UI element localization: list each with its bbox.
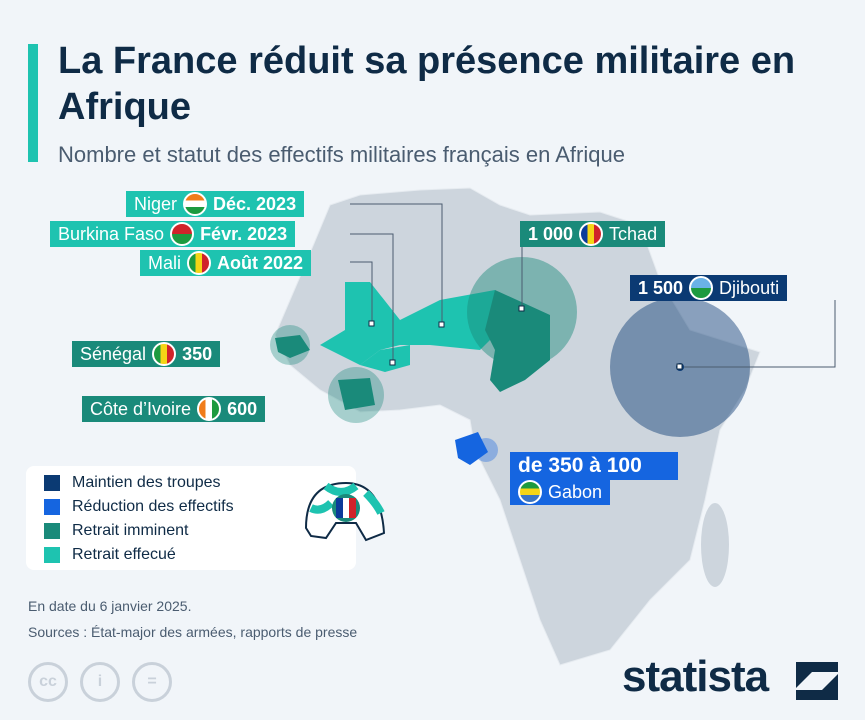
statista-logo-icon [796,662,838,700]
label-burkina-faso: Burkina Faso Févr. 2023 [50,221,296,247]
page-title: La France réduit sa présence militaire e… [58,40,796,128]
cote-divoire-flag-icon [197,397,222,421]
cc-icon[interactable]: cc [28,662,68,702]
gabon-troop-count: de 350 à 100 [510,452,678,480]
legend-swatch [44,499,60,515]
mali-flag-icon [187,251,212,275]
connector-lines [350,203,836,368]
accent-bar [28,44,38,162]
country-name: Côte d’Ivoire [90,398,192,419]
legend-item: Retrait effecué [44,546,176,564]
country-name: Djibouti [719,277,780,298]
country-name: Mali [148,252,182,273]
country-name: Burkina Faso [58,223,165,244]
region-niger [400,290,500,350]
senegal-flag-icon [152,342,177,366]
troop-count: 350 [182,343,213,364]
region-civ [338,378,375,410]
legend-item: Réduction des effectifs [44,498,234,516]
legend-swatch [44,475,60,491]
tchad-flag-icon [579,222,604,246]
no-derivatives-icon[interactable]: = [132,662,172,702]
country-name: Gabon [548,481,603,502]
gabon-flag-icon [518,480,542,504]
label-senegal: Sénégal 350 [72,341,221,367]
africa-landmass [274,187,761,666]
country-name: Niger [134,193,178,214]
label-niger: Niger Déc. 2023 [126,191,305,217]
legend: Maintien des troupes Réduction des effec… [26,466,386,570]
label-cote-divoire: Côte d’Ivoire 600 [82,396,266,422]
label-mali: Mali Août 2022 [140,250,312,276]
withdrawal-date: Févr. 2023 [200,223,288,244]
madagascar [701,503,729,587]
helmet-icon [304,481,386,542]
legend-label: Retrait imminent [72,522,189,539]
region-burkina [360,345,410,372]
statista-logo[interactable]: statista [622,652,769,701]
legend-label: Retrait effecué [72,546,176,563]
djibouti-flag-icon [689,276,714,300]
page-subtitle: Nombre et statut des effectifs militaire… [58,142,625,167]
legend-label: Maintien des troupes [72,474,221,491]
troop-count: 1 000 [528,223,574,244]
region-gabon [455,432,488,465]
withdrawal-date: Déc. 2023 [213,193,297,214]
legend-label: Réduction des effectifs [72,498,234,515]
label-tchad: 1 000 Tchad [520,221,666,247]
label-djibouti: 1 500 Djibouti [630,275,788,301]
legend-item: Retrait imminent [44,522,188,540]
attribution-icon[interactable]: i [80,662,120,702]
region-senegal [275,335,310,358]
country-name: Tchad [609,223,658,244]
withdrawal-date: Août 2022 [217,252,304,273]
region-mali [320,282,400,365]
troop-count: 1 500 [638,277,684,298]
burkina-flag-icon [170,222,195,246]
country-name: Sénégal [80,343,147,364]
date-note: En date du 6 janvier 2025. [28,598,192,614]
legend-swatch [44,547,60,563]
sources-note: Sources : État-major des armées, rapport… [28,624,358,640]
label-gabon: Gabon [510,479,611,505]
niger-flag-icon [183,192,208,216]
troop-count: 600 [227,398,258,419]
legend-swatch [44,523,60,539]
legend-item: Maintien des troupes [44,474,221,492]
region-tchad [485,290,550,392]
